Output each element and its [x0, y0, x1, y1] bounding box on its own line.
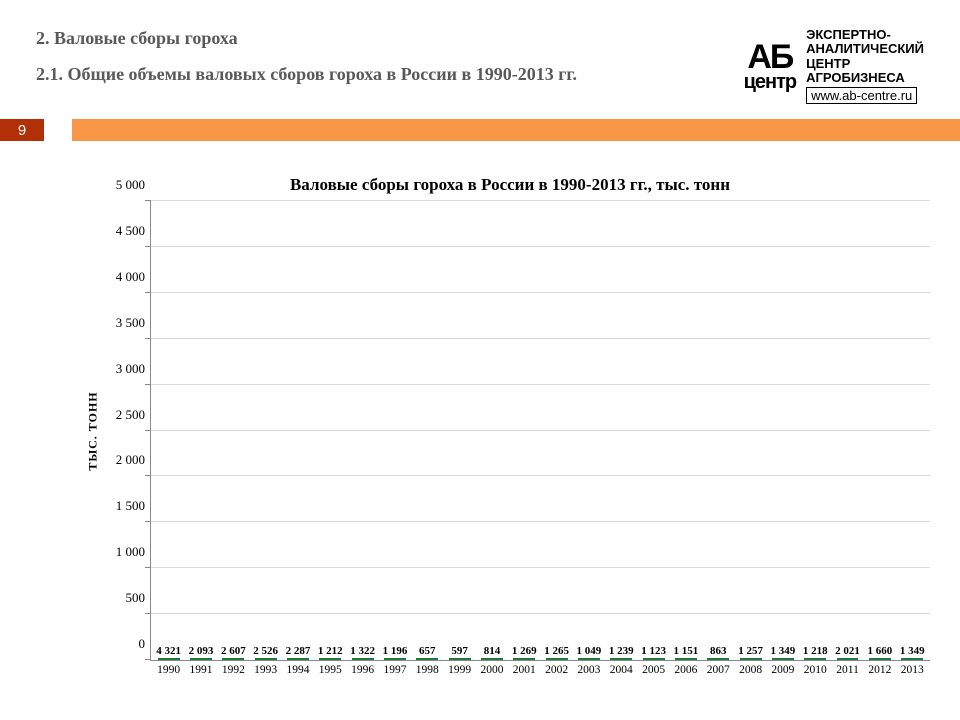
bar-value-label: 1 049 — [577, 645, 602, 659]
bar-value-label: 657 — [419, 645, 436, 659]
x-axis-label: 1999 — [446, 660, 473, 676]
y-tick-label: 2 500 — [89, 407, 145, 423]
x-axis-label: 1992 — [220, 660, 247, 676]
x-axis-label: 2005 — [640, 660, 667, 676]
page-number-badge: 9 — [0, 119, 44, 141]
x-axis-label: 2004 — [608, 660, 635, 676]
x-axis-label: 2011 — [834, 660, 861, 676]
y-tick-label: 3 500 — [89, 315, 145, 331]
bar-value-label: 597 — [451, 645, 468, 659]
x-axis-label: 1997 — [381, 660, 408, 676]
y-tick-mark — [145, 338, 151, 339]
y-tick-mark — [145, 567, 151, 568]
y-tick-mark — [145, 659, 151, 660]
accent-bar — [72, 119, 960, 141]
y-tick-mark — [145, 384, 151, 385]
x-axis-label: 2013 — [899, 660, 926, 676]
logo-text: ЭКСПЕРТНО- АНАЛИТИЧЕСКИЙ ЦЕНТР АГРОБИЗНЕ… — [806, 28, 924, 105]
header: 2. Валовые сборы гороха 2.1. Общие объем… — [0, 0, 960, 111]
y-tick-label: 500 — [89, 590, 145, 606]
y-tick-mark — [145, 475, 151, 476]
chart-plot-area: ТЫС. ТОНН 4 3212 0932 6072 5262 2871 212… — [150, 201, 930, 661]
bar-value-label: 4 321 — [156, 645, 181, 659]
x-axis-label: 2006 — [672, 660, 699, 676]
x-axis-label: 2001 — [511, 660, 538, 676]
bar-value-label: 2 287 — [286, 645, 311, 659]
y-tick-label: 1 500 — [89, 498, 145, 514]
bar-value-label: 2 526 — [253, 645, 278, 659]
logo-ab: АБ — [747, 42, 792, 73]
x-axis-label: 1990 — [155, 660, 182, 676]
y-tick-label: 1 000 — [89, 544, 145, 560]
bar-value-label: 1 257 — [738, 645, 763, 659]
bar-value-label: 2 607 — [221, 645, 246, 659]
y-tick-mark — [145, 613, 151, 614]
bar-value-label: 1 349 — [771, 645, 796, 659]
bar-value-label: 1 660 — [868, 645, 893, 659]
bar-value-label: 1 265 — [544, 645, 569, 659]
bar-value-label: 2 093 — [189, 645, 214, 659]
accent-stripe: 9 — [0, 119, 960, 141]
bar-value-label: 1 151 — [674, 645, 699, 659]
subsection-title: 2.1. Общие объемы валовых сборов гороха … — [36, 63, 577, 86]
x-axis-label: 1995 — [317, 660, 344, 676]
chart-bars: 4 321 2 093 2 607 2 526 2 287 1 212 1 322 1 196… — [151, 201, 930, 660]
y-tick-label: 5 000 — [89, 177, 145, 193]
bar-value-label: 863 — [710, 645, 727, 659]
y-tick-label: 4 000 — [89, 269, 145, 285]
y-tick-mark — [145, 430, 151, 431]
x-axis-label: 2007 — [705, 660, 732, 676]
section-title: 2. Валовые сборы гороха — [36, 28, 577, 49]
logo-line4: АГРОБИЗНЕСА — [806, 71, 924, 85]
bar-value-label: 1 218 — [803, 645, 828, 659]
chart-title: Валовые сборы гороха в России в 1990-201… — [80, 175, 940, 195]
bar-value-label: 2 021 — [835, 645, 860, 659]
bar-value-label: 1 196 — [383, 645, 408, 659]
logo-mark: АБ центр — [744, 42, 797, 91]
bar-value-label: 1 349 — [900, 645, 925, 659]
logo-url: www.ab-centre.ru — [806, 87, 917, 104]
x-axis-label: 1994 — [284, 660, 311, 676]
x-axis-label: 2009 — [769, 660, 796, 676]
bar-value-label: 1 212 — [318, 645, 343, 659]
chart: Валовые сборы гороха в России в 1990-201… — [80, 175, 940, 680]
x-axis-label: 1996 — [349, 660, 376, 676]
x-axis-label: 2003 — [575, 660, 602, 676]
logo-centr: центр — [744, 73, 797, 91]
y-tick-mark — [145, 200, 151, 201]
logo-line1: ЭКСПЕРТНО- — [806, 28, 924, 42]
bar-value-label: 1 322 — [350, 645, 375, 659]
bar-value-label: 1 123 — [641, 645, 666, 659]
x-axis-label: 1991 — [187, 660, 214, 676]
y-tick-mark — [145, 246, 151, 247]
x-axis-label: 2002 — [543, 660, 570, 676]
x-axis-label: 2010 — [802, 660, 829, 676]
y-tick-mark — [145, 292, 151, 293]
title-block: 2. Валовые сборы гороха 2.1. Общие объем… — [36, 28, 577, 86]
logo-line2: АНАЛИТИЧЕСКИЙ — [806, 42, 924, 56]
x-axis-label: 1998 — [414, 660, 441, 676]
y-tick-label: 3 000 — [89, 361, 145, 377]
y-tick-label: 4 500 — [89, 223, 145, 239]
y-tick-label: 0 — [89, 636, 145, 652]
y-tick-label: 2 000 — [89, 452, 145, 468]
bar-value-label: 1 239 — [609, 645, 634, 659]
bar-value-label: 1 269 — [512, 645, 537, 659]
x-axis-label: 2008 — [737, 660, 764, 676]
y-tick-mark — [145, 521, 151, 522]
x-axis-label: 2012 — [866, 660, 893, 676]
x-axis-label: 1993 — [252, 660, 279, 676]
x-axis-label: 2000 — [478, 660, 505, 676]
bar-value-label: 814 — [484, 645, 501, 659]
x-axis-labels: 1990 1991 1992 1993 1994 1995 1996 1997 1998 1999… — [151, 660, 930, 676]
logo: АБ центр ЭКСПЕРТНО- АНАЛИТИЧЕСКИЙ ЦЕНТР … — [744, 28, 924, 105]
logo-line3: ЦЕНТР — [806, 57, 924, 71]
